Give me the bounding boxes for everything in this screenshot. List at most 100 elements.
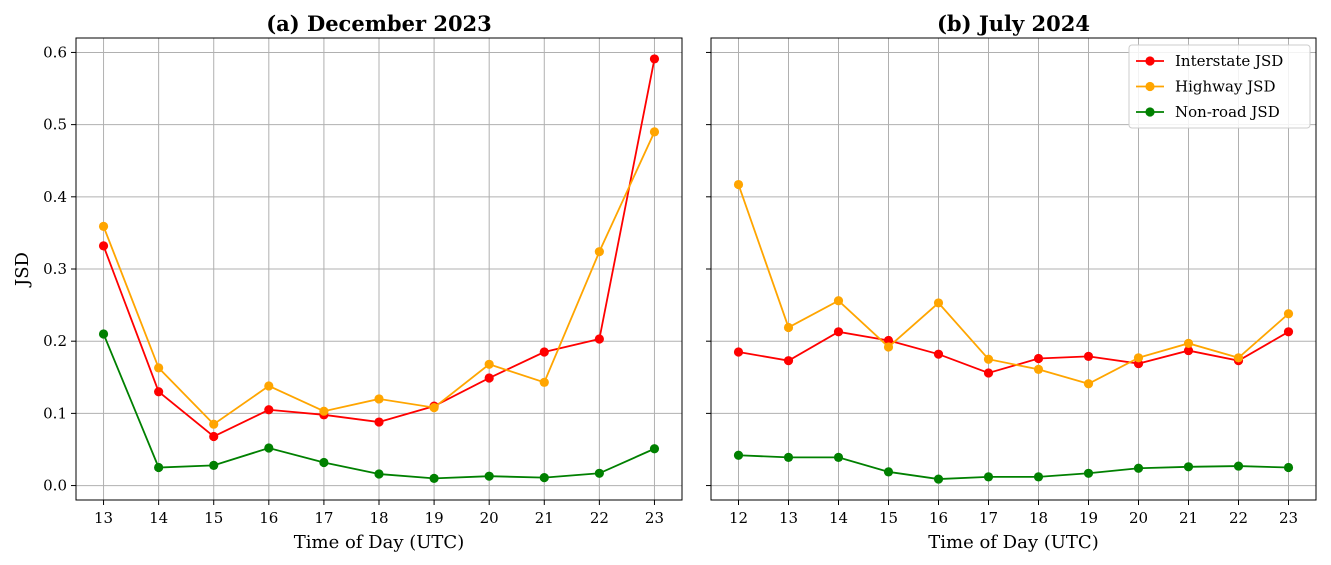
data-point-non-road-jsd — [783, 452, 794, 463]
data-point-highway-jsd — [209, 419, 219, 429]
data-point-interstate-jsd — [983, 368, 994, 378]
data-point-highway-jsd — [484, 359, 494, 369]
y-tick-label: 0.4 — [43, 188, 67, 206]
data-point-non-road-jsd — [1033, 472, 1044, 482]
y-tick-label: 0.5 — [43, 116, 67, 134]
legend-marker-interstate-jsd — [1145, 56, 1155, 66]
data-point-highway-jsd — [429, 403, 439, 413]
data-point-interstate-jsd — [484, 373, 494, 383]
data-point-highway-jsd — [1283, 309, 1294, 319]
data-point-highway-jsd — [319, 406, 329, 416]
series-line-interstate-jsd — [738, 330, 1289, 374]
legend-marker-non-road-jsd — [1145, 107, 1155, 117]
legend-label-interstate-jsd: Interstate JSD — [1175, 52, 1283, 70]
data-point-interstate-jsd — [264, 405, 274, 415]
x-tick-label: 14 — [149, 509, 168, 527]
data-point-interstate-jsd — [1083, 351, 1094, 361]
data-point-non-road-jsd — [429, 473, 439, 483]
x-tick-label: 16 — [259, 509, 278, 527]
data-point-interstate-jsd — [933, 349, 944, 359]
data-point-non-road-jsd — [264, 443, 274, 453]
data-point-non-road-jsd — [154, 462, 164, 473]
data-point-interstate-jsd — [733, 347, 744, 357]
x-tick-label: 15 — [204, 509, 223, 527]
x-tick-label: 16 — [929, 509, 948, 527]
data-point-non-road-jsd — [883, 467, 894, 477]
data-point-non-road-jsd — [1083, 468, 1094, 478]
data-point-non-road-jsd — [594, 468, 604, 478]
data-point-highway-jsd — [374, 394, 384, 404]
subplot-2: 12 13 14 15 16 17 18 19 20 21 22 23 (b) July 2024 Tim… — [706, 11, 1317, 553]
x-tick-label: 22 — [1229, 509, 1248, 527]
x-tick-label: 20 — [480, 509, 499, 527]
data-point-interstate-jsd — [1283, 327, 1294, 337]
x-tick-label: 21 — [1179, 509, 1198, 527]
data-point-interstate-jsd — [98, 241, 109, 251]
data-point-non-road-jsd — [1133, 463, 1144, 473]
x-axis-label: Time of Day (UTC) — [294, 532, 464, 553]
x-tick-label: 19 — [1079, 509, 1098, 527]
legend-box — [1128, 44, 1311, 129]
data-point-interstate-jsd — [1183, 345, 1194, 356]
legend: Interstate JSD Highway JSD Non-road JSD — [1128, 44, 1311, 129]
data-point-non-road-jsd — [539, 473, 549, 483]
data-point-non-road-jsd — [1233, 461, 1244, 471]
data-point-interstate-jsd — [374, 417, 384, 427]
data-point-highway-jsd — [783, 322, 794, 333]
y-tick-label: 0.2 — [43, 332, 67, 350]
x-tick-label: 15 — [879, 509, 898, 527]
data-point-non-road-jsd — [1183, 462, 1194, 472]
subplot-title: (a) December 2023 — [266, 11, 492, 36]
x-tick-label: 17 — [314, 509, 333, 527]
x-axis-label: Time of Day (UTC) — [928, 532, 1098, 553]
x-tick-label: 20 — [1129, 509, 1148, 527]
data-point-interstate-jsd — [209, 431, 219, 442]
y-tick-label: 0.6 — [43, 43, 67, 61]
y-axis-label: JSD — [12, 252, 33, 288]
x-tick-label: 21 — [535, 509, 554, 527]
data-point-interstate-jsd — [649, 54, 660, 64]
x-tick-label: 22 — [590, 509, 609, 527]
data-point-interstate-jsd — [1033, 353, 1044, 364]
data-point-non-road-jsd — [733, 450, 744, 460]
x-tick-label: 14 — [829, 509, 848, 527]
legend-label-non-road-jsd: Non-road JSD — [1175, 103, 1280, 121]
data-point-highway-jsd — [649, 127, 660, 137]
data-point-highway-jsd — [933, 298, 944, 308]
data-point-non-road-jsd — [484, 471, 494, 481]
data-point-highway-jsd — [1133, 353, 1144, 363]
data-point-highway-jsd — [264, 381, 274, 391]
legend-marker-highway-jsd — [1145, 81, 1155, 92]
y-tick-label: 0.1 — [43, 404, 67, 422]
series-line-highway-jsd — [737, 184, 1290, 385]
x-tick-label: 23 — [1279, 509, 1298, 527]
data-point-non-road-jsd — [649, 444, 660, 454]
x-tick-label: 18 — [369, 509, 388, 527]
data-point-non-road-jsd — [374, 469, 384, 479]
data-point-highway-jsd — [883, 342, 894, 352]
x-tick-label: 23 — [645, 509, 664, 527]
x-tick-label: 17 — [979, 509, 998, 527]
series-line-non-road-jsd — [738, 454, 1289, 480]
data-point-interstate-jsd — [883, 335, 894, 346]
data-point-highway-jsd — [1233, 353, 1244, 363]
data-point-highway-jsd — [1083, 379, 1094, 389]
data-point-non-road-jsd — [933, 474, 944, 484]
data-point-interstate-jsd — [594, 334, 604, 344]
y-tick-label: 0.0 — [43, 477, 67, 495]
data-point-highway-jsd — [1183, 338, 1194, 348]
subplot-title: (b) July 2024 — [937, 11, 1090, 36]
data-point-interstate-jsd — [154, 387, 164, 397]
data-point-interstate-jsd — [539, 347, 549, 357]
x-tick-label: 13 — [94, 509, 113, 527]
data-point-highway-jsd — [539, 377, 549, 387]
data-point-highway-jsd — [154, 363, 164, 373]
data-point-highway-jsd — [98, 221, 109, 232]
data-point-non-road-jsd — [1283, 462, 1294, 473]
data-point-non-road-jsd — [833, 452, 844, 463]
subplot-1: 13 14 15 16 17 18 19 20 21 22 23 0.0 0.1 0.2 0.3 0.4 0.5… — [12, 11, 683, 553]
x-tick-label: 19 — [425, 509, 444, 527]
y-tick-label: 0.3 — [43, 260, 67, 278]
x-tick-label: 18 — [1029, 509, 1048, 527]
